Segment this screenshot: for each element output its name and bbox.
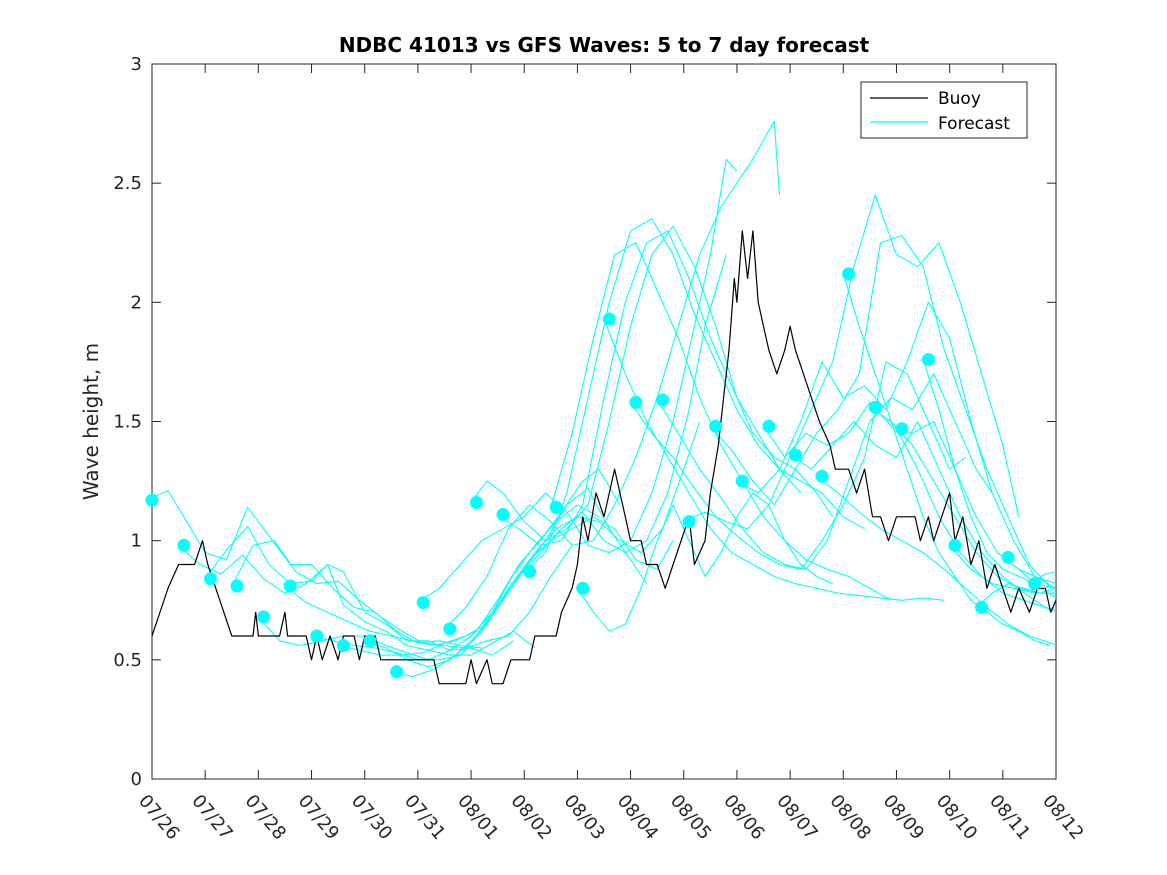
- forecast-series-line-6: [284, 468, 621, 647]
- legend-box: [860, 81, 1028, 139]
- forecast-marker-21: [709, 419, 723, 433]
- forecast-series-line-13: [470, 225, 802, 542]
- forecast-marker-22: [735, 474, 749, 488]
- forecast-marker-12: [469, 496, 483, 509]
- forecast-series-line-23: [736, 301, 1056, 589]
- forecast-marker-7: [336, 639, 350, 652]
- forecast-marker-25: [815, 469, 829, 483]
- forecast-marker-5: [283, 579, 297, 593]
- forecast-marker-2: [204, 572, 217, 586]
- forecast-series-line-15: [523, 218, 865, 573]
- legend-forecast-label: Forecast: [938, 114, 1010, 134]
- forecast-series-line-14: [497, 230, 834, 546]
- forecast-marker-13: [496, 508, 510, 521]
- forecast-series-line-27: [842, 273, 1051, 647]
- forecast-marker-17: [602, 312, 616, 326]
- axes-box: [151, 63, 1057, 780]
- forecast-marker-31: [975, 600, 989, 614]
- y-tick-label-3: 1.5: [113, 412, 142, 433]
- y-tick-label-0: 0: [131, 769, 142, 790]
- forecast-series-line-11: [417, 158, 738, 604]
- y-axis-label: Wave height, m: [79, 343, 103, 500]
- forecast-marker-16: [576, 581, 590, 595]
- forecast-series-line-18: [603, 318, 945, 601]
- series-layer: [152, 120, 1056, 685]
- y-tick-label-4: 2: [131, 292, 142, 313]
- forecast-marker-27: [868, 400, 882, 414]
- buoy-series-line: [152, 230, 1056, 685]
- forecast-marker-28: [895, 422, 909, 436]
- forecast-marker-29: [921, 353, 935, 366]
- forecast-series-line-24: [763, 401, 1056, 598]
- forecast-series-line-21: [683, 194, 1020, 530]
- y-tick-label-1: 0.5: [113, 650, 142, 671]
- forecast-marker-9: [390, 665, 404, 679]
- forecast-marker-23: [762, 419, 776, 433]
- forecast-marker-4: [257, 610, 271, 624]
- forecast-marker-layer: [145, 267, 1042, 679]
- chart-title: NDBC 41013 vs GFS Waves: 5 to 7 day fore…: [339, 33, 870, 57]
- forecast-marker-32: [1001, 550, 1015, 564]
- forecast-marker-3: [230, 579, 244, 593]
- forecast-marker-20: [682, 515, 696, 529]
- forecast-marker-33: [1028, 577, 1042, 591]
- forecast-marker-0: [145, 493, 159, 507]
- forecast-marker-10: [416, 596, 430, 610]
- forecast-series-line-32: [975, 583, 1056, 608]
- forecast-series-line-4: [231, 540, 573, 649]
- forecast-series-line-10: [391, 254, 727, 678]
- forecast-series-line-16: [550, 242, 892, 601]
- forecast-marker-30: [948, 538, 962, 552]
- forecast-series-line-33: [1002, 556, 1056, 585]
- forecast-marker-24: [788, 448, 802, 462]
- forecast-marker-1: [177, 538, 191, 552]
- forecast-series-line-20: [656, 373, 993, 570]
- forecast-series-line-3: [204, 525, 536, 656]
- legend: Buoy Forecast: [860, 81, 1028, 139]
- forecast-series-line-12: [444, 120, 781, 630]
- forecast-marker-8: [363, 634, 377, 648]
- forecast-series-line-17: [576, 492, 833, 632]
- forecast-marker-6: [310, 629, 324, 643]
- forecast-marker-19: [656, 393, 669, 407]
- forecast-series-line-22: [709, 235, 1052, 589]
- forecast-series-line-19: [630, 361, 966, 570]
- y-tick-label-6: 3: [131, 54, 142, 75]
- y-tick-label-5: 2.5: [113, 173, 142, 194]
- forecast-series-line-9: [364, 421, 701, 668]
- forecast-series-line-8: [337, 516, 674, 656]
- forecast-marker-14: [523, 565, 537, 579]
- forecast-series-line-2: [178, 544, 514, 656]
- y-tick-label-2: 1: [131, 531, 142, 552]
- forecast-marker-26: [842, 267, 856, 281]
- forecast-series-line-1: [152, 490, 482, 649]
- forecast-marker-11: [443, 622, 457, 636]
- legend-buoy-label: Buoy: [938, 89, 981, 109]
- forecast-marker-15: [549, 500, 563, 514]
- forecast-series-line-25: [789, 420, 1056, 611]
- forecast-marker-18: [629, 395, 643, 409]
